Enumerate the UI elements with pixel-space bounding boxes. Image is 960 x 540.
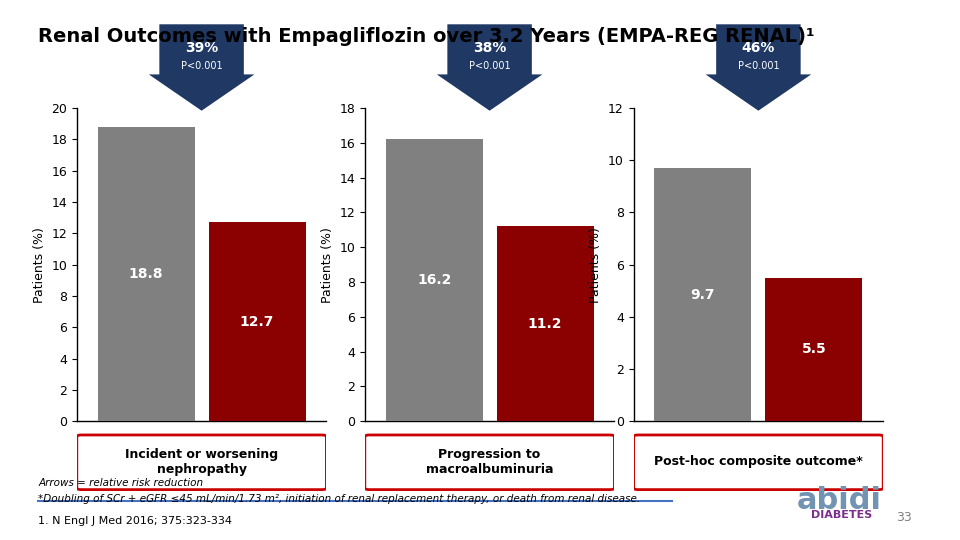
Text: 1. N Engl J Med 2016; 375:323-334: 1. N Engl J Med 2016; 375:323-334 — [38, 516, 232, 526]
Text: P<0.001: P<0.001 — [737, 61, 780, 71]
Text: 9.7: 9.7 — [690, 288, 715, 302]
Text: DIABETES: DIABETES — [811, 510, 873, 521]
Text: P<0.001: P<0.001 — [468, 61, 511, 71]
FancyBboxPatch shape — [634, 435, 883, 490]
Y-axis label: Patients (%): Patients (%) — [33, 227, 46, 302]
Text: Incident or worsening
nephropathy: Incident or worsening nephropathy — [125, 448, 278, 476]
Text: Progression to
macroalbuminuria: Progression to macroalbuminuria — [426, 448, 553, 476]
Text: *Doubling of SCr + eGFR ≤45 mL/min/1.73 m², initiation of renal replacement ther: *Doubling of SCr + eGFR ≤45 mL/min/1.73 … — [38, 494, 640, 504]
Text: 16.2: 16.2 — [417, 273, 451, 287]
Bar — [208, 222, 305, 421]
Text: 33: 33 — [897, 511, 912, 524]
FancyBboxPatch shape — [77, 435, 326, 490]
Text: P<0.001: P<0.001 — [180, 61, 223, 71]
Y-axis label: Patients (%): Patients (%) — [589, 227, 603, 302]
Text: 5.5: 5.5 — [802, 342, 827, 356]
Polygon shape — [706, 24, 811, 111]
Bar — [765, 278, 862, 421]
Polygon shape — [149, 24, 254, 111]
Text: Renal Outcomes with Empagliflozin over 3.2 Years (EMPA-REG RENAL)¹: Renal Outcomes with Empagliflozin over 3… — [38, 27, 815, 46]
Bar — [655, 168, 752, 421]
Bar — [386, 139, 483, 421]
Text: 39%: 39% — [185, 42, 218, 56]
Text: 12.7: 12.7 — [240, 315, 275, 329]
Polygon shape — [437, 24, 542, 111]
Y-axis label: Patients (%): Patients (%) — [321, 227, 334, 302]
Text: abidi: abidi — [797, 486, 882, 515]
Bar — [98, 127, 195, 421]
FancyBboxPatch shape — [365, 435, 614, 490]
Text: Arrows = relative risk reduction: Arrows = relative risk reduction — [38, 478, 204, 488]
Text: 38%: 38% — [473, 42, 506, 56]
Text: 46%: 46% — [742, 42, 775, 56]
Bar — [496, 226, 593, 421]
Text: 11.2: 11.2 — [528, 317, 563, 331]
Text: Post-hoc composite outcome*: Post-hoc composite outcome* — [654, 455, 863, 468]
Text: 18.8: 18.8 — [129, 267, 163, 281]
